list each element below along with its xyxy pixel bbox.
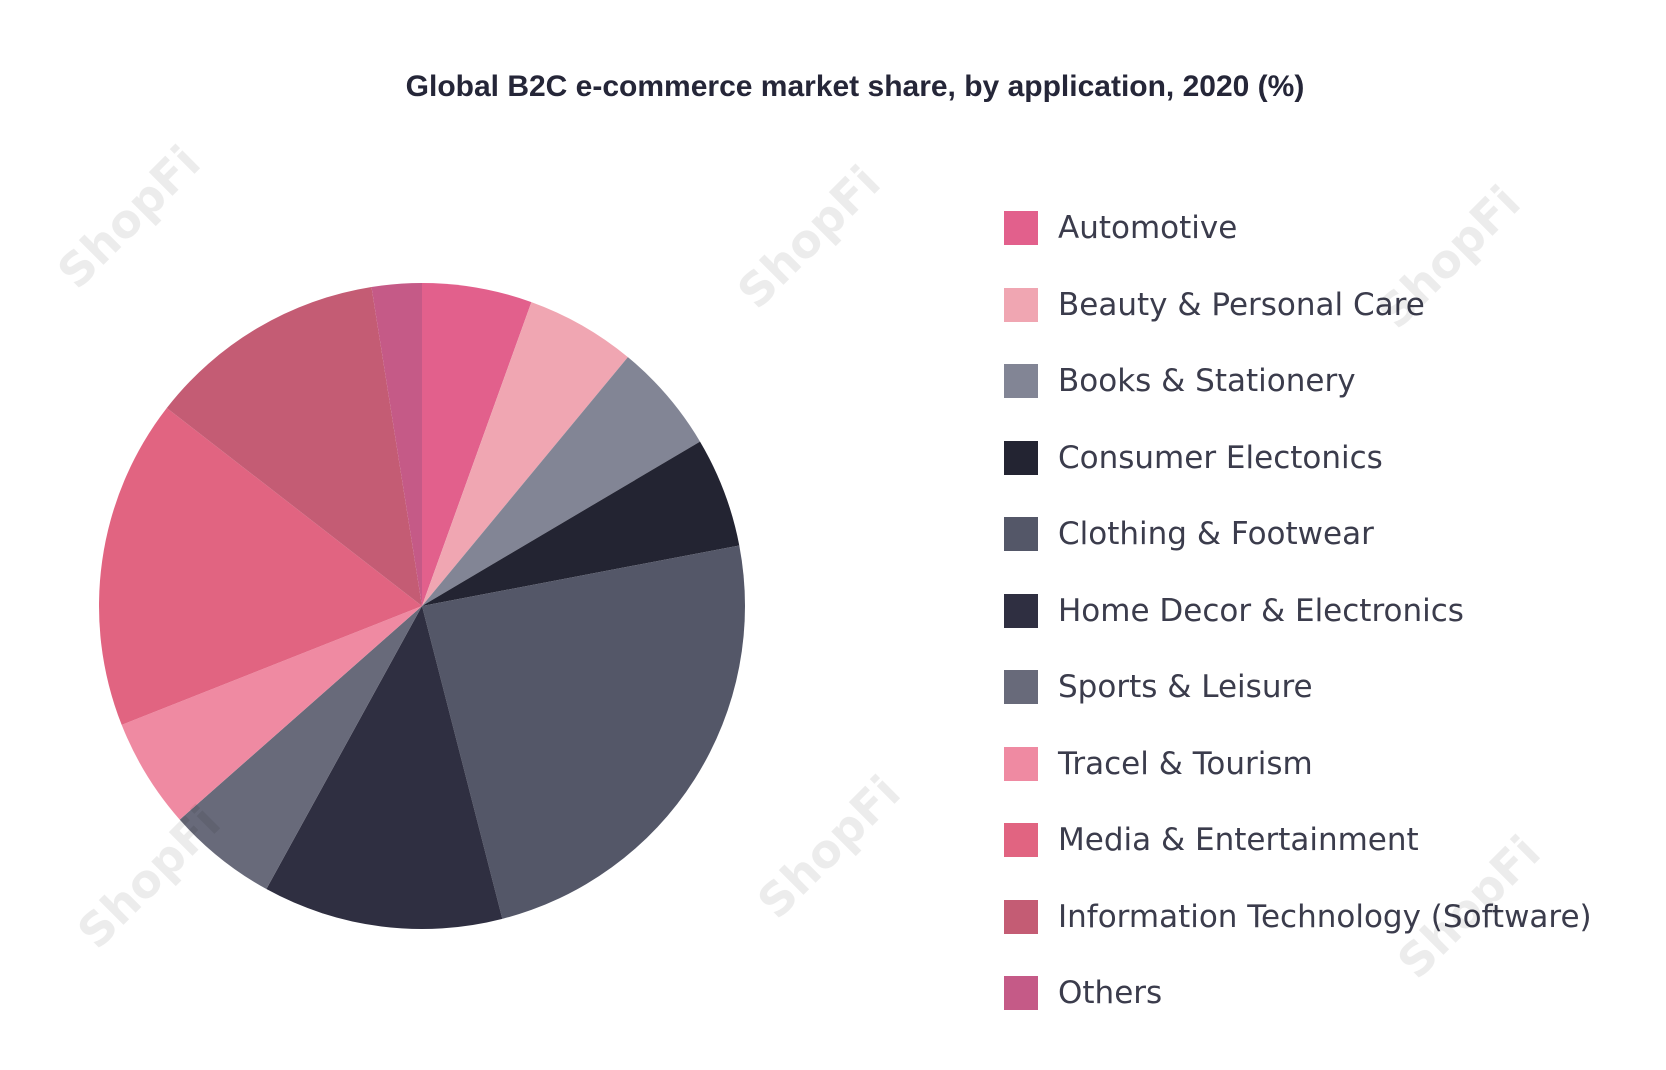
- legend-item: Books & Stationery: [1004, 351, 1592, 428]
- legend-item: Home Decor & Electronics: [1004, 581, 1592, 658]
- legend-swatch: [1004, 899, 1038, 934]
- legend-label: Consumer Electonics: [1058, 439, 1383, 476]
- legend-label: Automotive: [1058, 210, 1238, 246]
- pie-slice-sports-leisure: [179, 606, 422, 890]
- legend-item: Tracel & Tourism: [1004, 734, 1592, 811]
- legend-label: Beauty & Personal Care: [1058, 286, 1425, 323]
- chart-title: Global B2C e-commerce market share, by a…: [405, 70, 1305, 103]
- legend-label: Information Technology (Software): [1058, 898, 1592, 935]
- legend-swatch: [1004, 593, 1038, 628]
- legend-label: Sports & Leisure: [1058, 669, 1313, 705]
- legend-swatch: [1004, 211, 1038, 245]
- legend-swatch: [1004, 670, 1038, 704]
- legend-item: Media & Entertainment: [1004, 810, 1592, 887]
- legend-swatch: [1004, 440, 1038, 475]
- pie-slice-media-entertainment: [98, 408, 423, 725]
- legend-item: Consumer Electonics: [1004, 428, 1592, 505]
- legend-item: Others: [1004, 963, 1592, 1040]
- legend-swatch: [1004, 287, 1038, 322]
- pie-slice-clothing-footwear: [422, 545, 746, 919]
- pie-slice-others: [371, 283, 422, 606]
- chart-legend: Automotive Beauty & Personal Care Books & …: [1004, 198, 1592, 1040]
- legend-item: Information Technology (Software): [1004, 887, 1592, 964]
- pie-slice-beauty-personal-care: [422, 302, 628, 606]
- legend-item: Clothing & Footwear: [1004, 504, 1592, 581]
- pie-slice-home-decor-electronics: [266, 606, 503, 930]
- legend-label: Home Decor & Electronics: [1058, 592, 1464, 629]
- legend-label: Clothing & Footwear: [1058, 516, 1374, 552]
- legend-item: Sports & Leisure: [1004, 657, 1592, 734]
- pie-slice-books-stationery: [422, 357, 701, 606]
- pie-slice-automotive: [422, 283, 532, 606]
- legend-swatch: [1004, 746, 1038, 781]
- legend-label: Media & Entertainment: [1058, 822, 1419, 858]
- pie-slice-consumer-electonics: [422, 441, 740, 606]
- legend-item: Beauty & Personal Care: [1004, 275, 1592, 352]
- legend-swatch: [1004, 976, 1038, 1010]
- legend-swatch: [1004, 823, 1038, 857]
- pie-slice-information-technology-software: [166, 286, 422, 606]
- legend-label: Others: [1058, 975, 1163, 1011]
- pie-slice-tracel-tourism: [121, 606, 423, 820]
- legend-swatch: [1004, 364, 1038, 398]
- legend-label: Tracel & Tourism: [1058, 745, 1313, 782]
- legend-swatch: [1004, 517, 1038, 551]
- pie-slices: [98, 283, 746, 930]
- legend-item: Automotive: [1004, 198, 1592, 275]
- legend-label: Books & Stationery: [1058, 363, 1356, 399]
